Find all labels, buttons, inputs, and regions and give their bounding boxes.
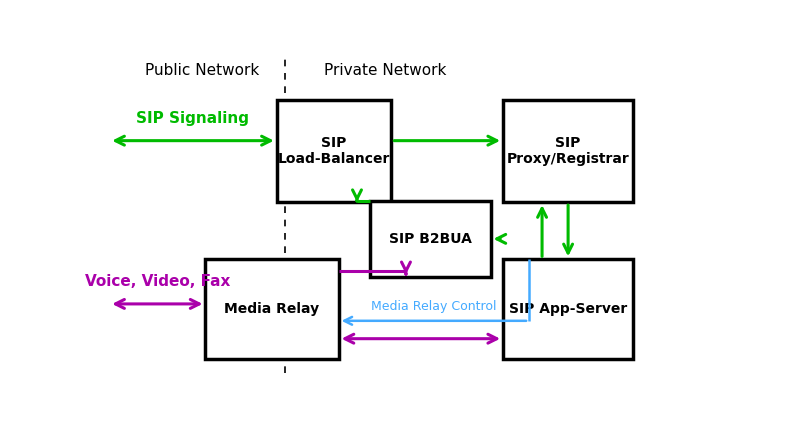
Text: SIP Signaling: SIP Signaling — [137, 111, 250, 126]
Text: SIP App-Server: SIP App-Server — [509, 302, 627, 316]
Text: Private Network: Private Network — [324, 63, 446, 78]
Text: Media Relay: Media Relay — [225, 302, 320, 316]
Text: SIP
Load-Balancer: SIP Load-Balancer — [278, 136, 390, 166]
Text: SIP B2BUA: SIP B2BUA — [389, 232, 471, 246]
FancyBboxPatch shape — [503, 100, 634, 202]
FancyBboxPatch shape — [206, 259, 338, 359]
FancyBboxPatch shape — [277, 100, 391, 202]
Text: Public Network: Public Network — [145, 63, 259, 78]
Text: Media Relay Control: Media Relay Control — [371, 299, 497, 313]
Text: Voice, Video, Fax: Voice, Video, Fax — [85, 274, 230, 289]
FancyBboxPatch shape — [503, 259, 634, 359]
FancyBboxPatch shape — [370, 201, 490, 277]
Text: SIP
Proxy/Registrar: SIP Proxy/Registrar — [506, 136, 630, 166]
